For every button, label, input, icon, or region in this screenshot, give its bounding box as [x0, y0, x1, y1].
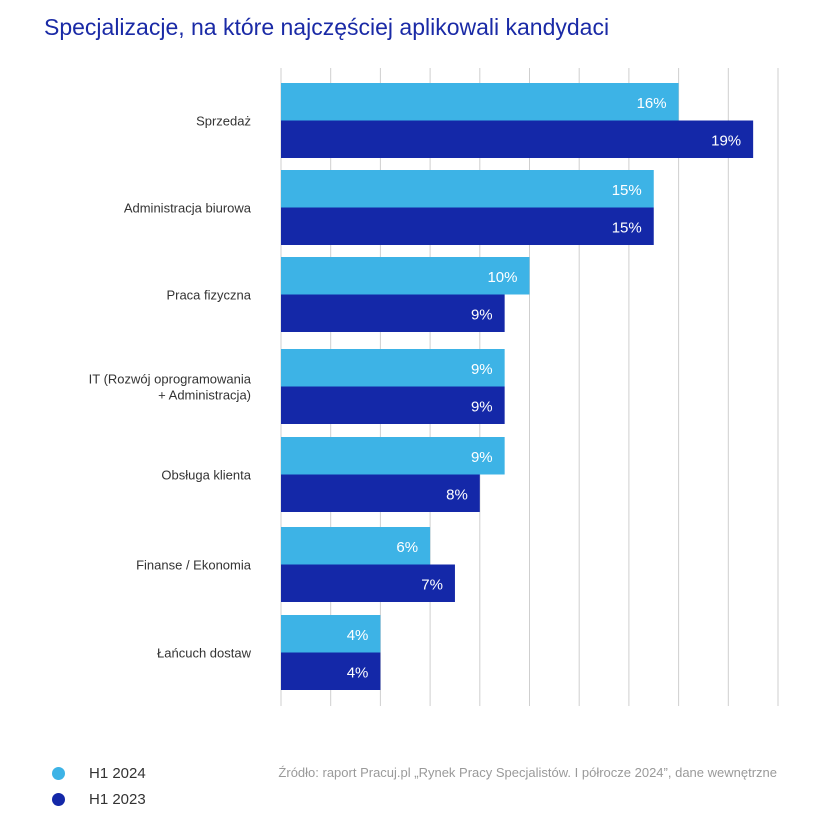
data-label: 15% [612, 182, 642, 199]
bar [281, 527, 431, 565]
legend-item-h1-2024: H1 2024 [52, 760, 146, 786]
bar [281, 170, 654, 208]
data-label: 10% [487, 269, 517, 286]
data-label: 4% [347, 664, 369, 681]
legend-label-h1-2024: H1 2024 [89, 764, 146, 782]
category-label: Praca fizyczna [166, 288, 251, 303]
legend-swatch-h1-2023 [52, 792, 65, 806]
bar [281, 349, 505, 387]
data-label: 8% [446, 486, 468, 503]
category-label: Sprzedaż [196, 114, 251, 129]
bar [281, 474, 480, 512]
bar [281, 207, 654, 245]
category-label: Administracja biurowa [124, 201, 252, 216]
bar [281, 437, 505, 475]
legend-item-h1-2023: H1 2023 [52, 786, 146, 812]
data-label: 9% [471, 398, 493, 415]
legend: H1 2024 H1 2023 [52, 760, 146, 812]
data-label: 19% [711, 132, 741, 149]
bar [281, 386, 505, 424]
data-label: 15% [612, 219, 642, 236]
chart-title: Specjalizacje, na które najczęściej apli… [44, 14, 610, 40]
bar [281, 615, 381, 653]
bar [281, 120, 754, 158]
category-label: IT (Rozwój oprogramowania + Administracja… [89, 372, 252, 403]
bar [281, 564, 455, 602]
data-label: 9% [471, 449, 493, 466]
data-label: 4% [347, 627, 369, 644]
data-label: 9% [471, 306, 493, 323]
data-label: 7% [421, 576, 443, 593]
bar [281, 294, 505, 332]
bar [281, 257, 530, 295]
bar-chart: Sprzedaż 16% 19% Administracja biurowa 15% 15… [89, 68, 779, 706]
category-label: Obsługa klienta [161, 468, 251, 483]
bar [281, 83, 679, 121]
source-note: Źródło: raport Pracuj.pl „Rynek Pracy Sp… [278, 765, 777, 780]
data-label: 6% [396, 539, 418, 556]
legend-label-h1-2023: H1 2023 [89, 790, 146, 808]
bar [281, 652, 381, 690]
data-label: 9% [471, 361, 493, 378]
legend-swatch-h1-2024 [52, 766, 65, 780]
data-label: 16% [637, 95, 667, 112]
category-label: Łańcuch dostaw [157, 646, 252, 661]
category-label: Finanse / Ekonomia [136, 558, 252, 573]
